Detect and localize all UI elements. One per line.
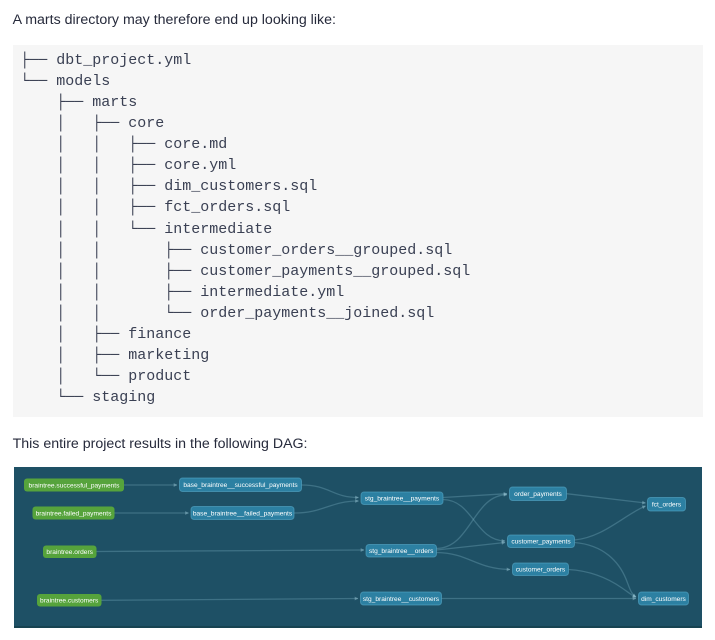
svg-text:fct_orders: fct_orders — [652, 502, 682, 509]
svg-text:braintree.successful_payments: braintree.successful_payments — [29, 483, 121, 490]
svg-text:dim_customers: dim_customers — [641, 596, 686, 603]
svg-text:braintree.orders: braintree.orders — [46, 549, 93, 556]
svg-text:stg_braintree__payments: stg_braintree__payments — [365, 496, 440, 503]
svg-text:customer_payments: customer_payments — [511, 539, 571, 546]
svg-text:base_braintree__failed_payment: base_braintree__failed_payments — [193, 511, 293, 518]
svg-text:braintree.customers: braintree.customers — [40, 598, 99, 605]
svg-text:base_braintree__successful_pay: base_braintree__successful_payments — [183, 482, 298, 489]
svg-text:order_payments: order_payments — [514, 491, 562, 498]
svg-text:stg_braintree__customers: stg_braintree__customers — [363, 596, 440, 603]
svg-text:braintree.failed_payments: braintree.failed_payments — [36, 511, 113, 518]
svg-text:customer_orders: customer_orders — [516, 567, 566, 574]
svg-text:stg_braintree__orders: stg_braintree__orders — [369, 548, 434, 555]
